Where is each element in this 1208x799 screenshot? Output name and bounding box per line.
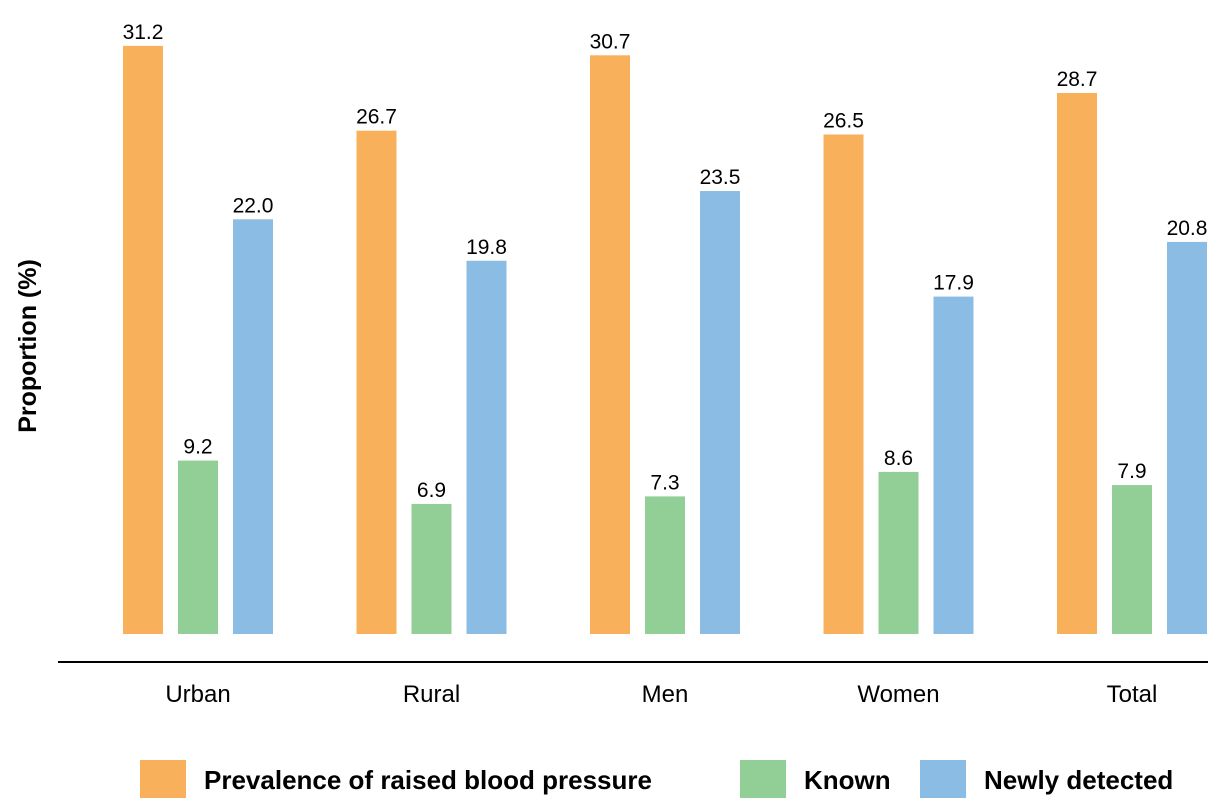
bar-rural-known xyxy=(411,503,452,634)
bars-group: 31.2 9.2 22.0 26.7 6.9 19.8 30.7 7.3 23.5 26.5 8.6… xyxy=(123,21,1208,635)
bar-men-newly-detected xyxy=(700,191,740,634)
x-tick-rural: Rural xyxy=(403,681,460,708)
bar-urban-known xyxy=(178,460,218,634)
legend: Prevalence of raised blood pressure Known… xyxy=(140,760,1173,798)
data-label-men-known: 7.3 xyxy=(650,471,679,494)
bar-rural-newly-detected xyxy=(466,260,507,634)
data-label-women-known: 8.6 xyxy=(884,447,913,470)
bar-urban-newly-detected xyxy=(233,219,273,635)
x-tick-urban: Urban xyxy=(165,681,230,708)
bar-total-prevalence-of-raised-blood-pressure xyxy=(1057,93,1097,634)
data-label-men-newly-detected: 23.5 xyxy=(700,166,741,189)
legend-label-prevalence-of-raised-blood-pressure: Prevalence of raised blood pressure xyxy=(204,765,652,795)
x-tick-men: Men xyxy=(642,681,689,708)
legend-swatch-prevalence-of-raised-blood-pressure xyxy=(140,760,186,798)
data-label-men-prevalence-of-raised-blood-pressure: 30.7 xyxy=(590,30,631,53)
bar-men-prevalence-of-raised-blood-pressure xyxy=(590,55,630,635)
bar-rural-prevalence-of-raised-blood-pressure xyxy=(356,130,397,634)
bar-women-newly-detected xyxy=(933,296,974,634)
data-label-rural-newly-detected: 19.8 xyxy=(466,236,507,259)
legend-swatch-newly-detected xyxy=(920,760,966,798)
bar-urban-prevalence-of-raised-blood-pressure xyxy=(123,45,163,634)
data-label-rural-known: 6.9 xyxy=(417,479,446,502)
bar-women-known xyxy=(878,471,919,634)
bar-women-prevalence-of-raised-blood-pressure xyxy=(823,134,864,634)
data-label-rural-prevalence-of-raised-blood-pressure: 26.7 xyxy=(356,106,397,129)
data-label-women-prevalence-of-raised-blood-pressure: 26.5 xyxy=(823,109,864,132)
data-label-total-known: 7.9 xyxy=(1117,460,1146,483)
data-label-urban-newly-detected: 22.0 xyxy=(233,194,274,217)
data-label-urban-prevalence-of-raised-blood-pressure: 31.2 xyxy=(123,21,164,44)
legend-swatch-known xyxy=(740,760,786,798)
data-label-women-newly-detected: 17.9 xyxy=(933,272,974,295)
legend-label-newly-detected: Newly detected xyxy=(984,765,1173,795)
bar-men-known xyxy=(645,496,685,634)
y-axis-label: Proportion (%) xyxy=(14,259,42,433)
bar-total-known xyxy=(1112,485,1152,634)
bar-total-newly-detected xyxy=(1167,241,1207,635)
data-label-total-prevalence-of-raised-blood-pressure: 28.7 xyxy=(1057,68,1098,91)
data-label-urban-known: 9.2 xyxy=(183,436,212,459)
legend-label-known: Known xyxy=(804,765,891,795)
x-tick-labels: Urban Rural Men Women Total xyxy=(165,681,1157,708)
x-tick-women: Women xyxy=(857,681,939,708)
x-tick-total: Total xyxy=(1107,681,1158,708)
data-label-total-newly-detected: 20.8 xyxy=(1167,217,1208,240)
